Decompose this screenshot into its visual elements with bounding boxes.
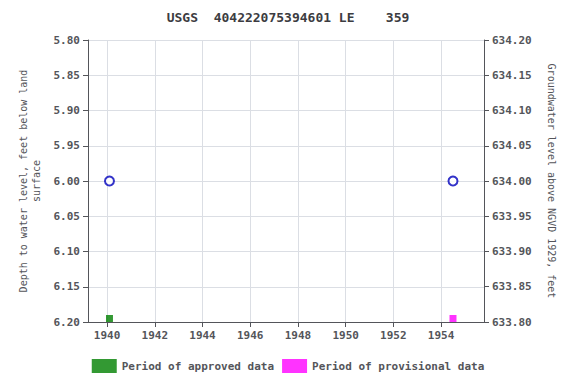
svg-text:634.15: 634.15 [492,69,532,82]
svg-text:633.85: 633.85 [492,280,532,293]
svg-text:633.80: 633.80 [492,316,532,329]
svg-text:633.95: 633.95 [492,210,532,223]
svg-text:surface: surface [31,160,42,202]
svg-text:6.00: 6.00 [54,175,81,188]
svg-text:1948: 1948 [285,329,312,342]
svg-text:1952: 1952 [380,329,407,342]
svg-text:6.05: 6.05 [54,210,81,223]
svg-text:Period of approved data: Period of approved data [122,360,274,373]
svg-text:6.10: 6.10 [54,245,81,258]
svg-text:Depth to water level, feet bel: Depth to water level, feet below land [18,70,29,293]
svg-text:1950: 1950 [332,329,359,342]
svg-text:USGS 404222075394601 LE 35: USGS 404222075394601 LE 359 [167,10,410,25]
svg-text:5.80: 5.80 [54,34,81,47]
svg-text:634.20: 634.20 [492,34,532,47]
svg-text:634.00: 634.00 [492,175,532,188]
svg-text:5.95: 5.95 [54,139,81,152]
svg-text:6.15: 6.15 [54,280,81,293]
svg-text:633.90: 633.90 [492,245,532,258]
svg-text:1954: 1954 [428,329,455,342]
svg-text:6.20: 6.20 [54,316,81,329]
svg-text:1942: 1942 [142,329,169,342]
svg-text:634.10: 634.10 [492,104,532,117]
svg-text:1940: 1940 [94,329,121,342]
svg-text:1946: 1946 [237,329,264,342]
svg-text:634.05: 634.05 [492,139,532,152]
svg-text:1944: 1944 [189,329,216,342]
svg-text:Groundwater level above NGVD 1: Groundwater level above NGVD 1929, feet [546,64,557,299]
svg-text:5.85: 5.85 [54,69,81,82]
svg-text:5.90: 5.90 [54,104,81,117]
svg-text:Period of provisional data: Period of provisional data [312,360,484,373]
